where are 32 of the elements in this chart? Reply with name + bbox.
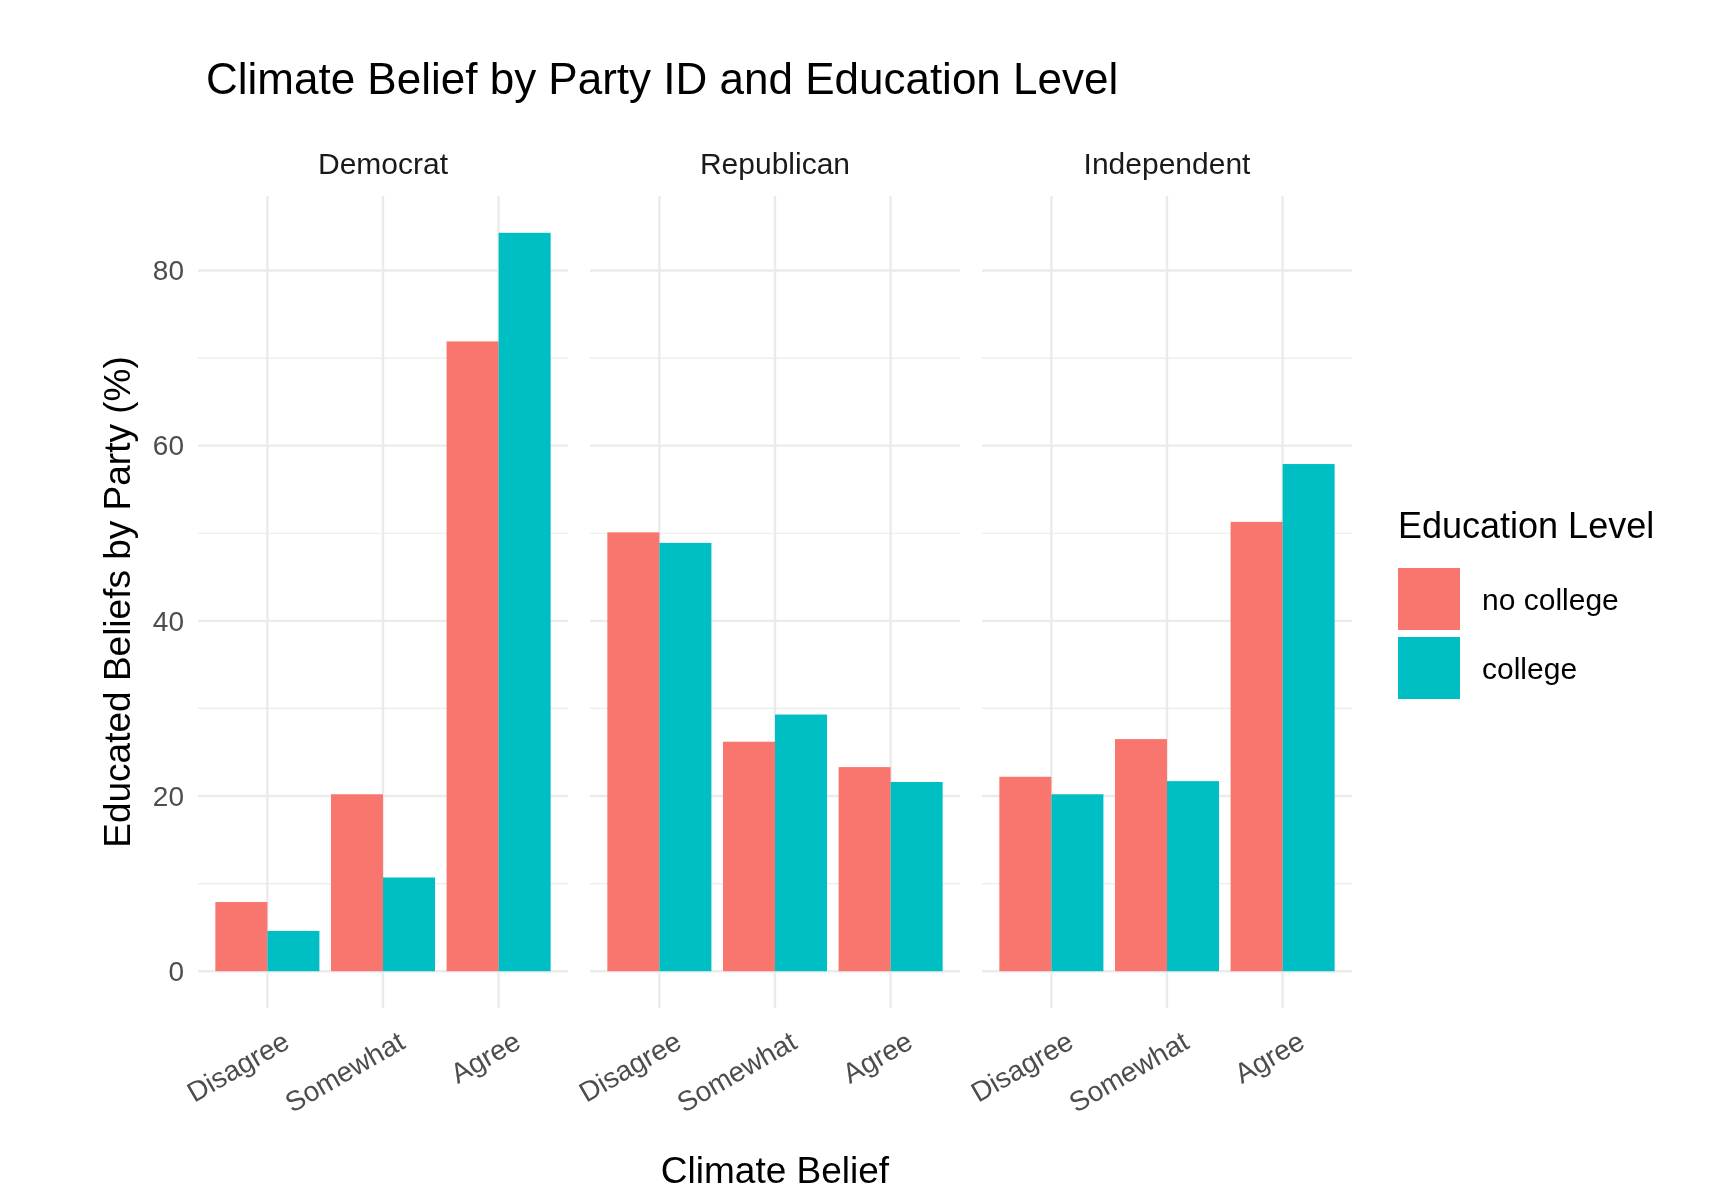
bar — [999, 776, 1052, 972]
x-axis-title: Climate Belief — [660, 1150, 890, 1190]
bar — [1051, 794, 1104, 972]
legend-label: no college — [1482, 582, 1619, 616]
bar — [775, 714, 828, 972]
bar — [446, 341, 499, 972]
bar — [330, 794, 383, 972]
legend-label: college — [1482, 651, 1578, 685]
chart-subtitle: Democrat — [317, 147, 449, 180]
y-tick-label: 80 — [152, 255, 184, 287]
bar — [838, 767, 891, 972]
bar — [722, 741, 775, 972]
bar — [267, 930, 320, 972]
bar — [1282, 464, 1335, 972]
bar — [1230, 521, 1283, 972]
y-tick-label: 40 — [152, 605, 184, 637]
chart-subtitle: Independent — [1083, 147, 1252, 180]
bar — [890, 782, 943, 972]
text: Climate Belief by Party ID and Education Level — [206, 54, 1119, 103]
bar — [498, 232, 551, 972]
bar — [383, 877, 436, 972]
bar — [1114, 739, 1167, 972]
chart-subtitle: Republican — [699, 147, 851, 180]
y-tick-label: 60 — [152, 430, 184, 462]
y-tick-label: 20 — [152, 780, 184, 812]
legend-title: Education Level — [1398, 505, 1655, 546]
y-tick-label: 0 — [168, 956, 184, 988]
y-axis-title: Educated Beliefs by Party (%) — [97, 356, 138, 848]
bar — [659, 542, 712, 972]
bar — [1167, 781, 1220, 972]
bar — [215, 902, 268, 972]
bar — [607, 532, 660, 972]
